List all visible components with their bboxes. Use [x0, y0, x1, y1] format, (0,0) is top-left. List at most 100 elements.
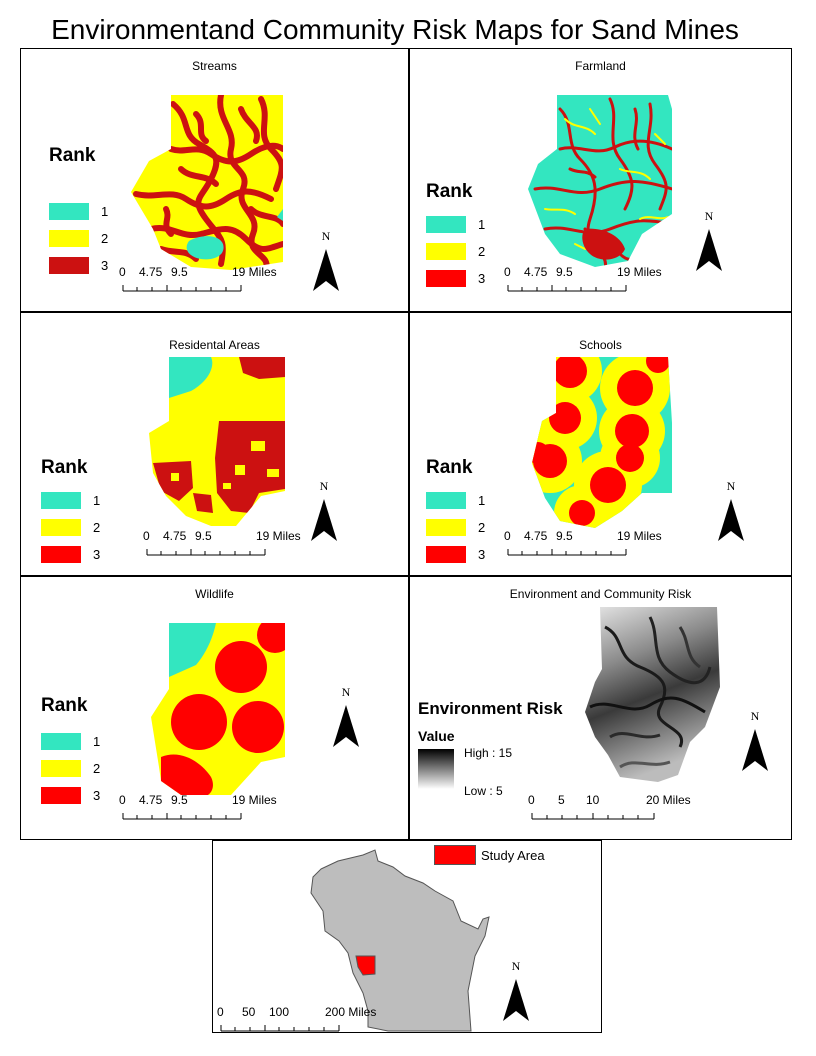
legend-label: 2 — [478, 244, 486, 259]
scale-bar: 0 5 10 20 Miles — [528, 793, 698, 823]
legend-heading: Rank — [426, 457, 473, 478]
value-label: Value — [418, 728, 455, 744]
legend-label: 1 — [478, 493, 486, 508]
scale-label: 50 — [242, 1005, 256, 1019]
legend-label: 3 — [101, 258, 109, 273]
legend-swatch-2 — [426, 243, 466, 260]
scale-ticks — [122, 285, 242, 292]
north-label: N — [511, 959, 521, 973]
scale-bar: 0 4.75 9.5 19 Miles — [119, 265, 289, 295]
residential-map — [149, 357, 285, 526]
schools-panel: Schools Rank 1 2 3 0 4.75 9. — [409, 312, 792, 576]
north-label: N — [341, 685, 351, 699]
risk-legend-title: Environment Risk — [418, 699, 563, 718]
scale-bar: 0 50 100 200 Miles — [217, 1005, 387, 1032]
scale-label: 4.75 — [139, 265, 163, 279]
scale-label: 9.5 — [195, 529, 212, 543]
study-area-swatch — [434, 845, 476, 865]
streams-panel: Streams Rank 1 2 3 0 4.75 9.5 — [20, 48, 409, 312]
legend-heading: Rank — [426, 181, 473, 202]
legend-swatch-2 — [426, 519, 466, 536]
scale-bar: 0 4.75 9.5 19 Miles — [504, 265, 674, 295]
legend-label: 3 — [93, 547, 101, 562]
scale-bar: 0 4.75 9.5 19 Miles — [119, 793, 289, 823]
scale-bar: 0 4.75 9.5 19 Miles — [504, 529, 674, 559]
wildlife-panel: Wildlife Rank 1 2 3 0 4.75 9.5 19 Miles … — [20, 576, 409, 840]
north-label: N — [726, 479, 736, 493]
schools-map — [532, 357, 672, 528]
legend-swatch-2 — [41, 519, 81, 536]
scale-label: 4.75 — [163, 529, 187, 543]
north-arrow: N — [331, 685, 361, 751]
legend-swatch-3 — [41, 546, 81, 563]
value-gradient — [418, 749, 454, 789]
panel-title: Schools — [579, 338, 622, 352]
farmland-panel: Farmland — [409, 48, 792, 312]
legend-label: 2 — [93, 761, 101, 776]
scale-label: 0 — [504, 529, 511, 543]
legend-label: 2 — [478, 520, 486, 535]
scale-label: 0 — [119, 793, 126, 807]
north-arrow: N — [311, 229, 341, 295]
north-label: N — [319, 479, 329, 493]
legend-swatch-3 — [49, 257, 89, 274]
scale-label: 9.5 — [556, 529, 573, 543]
north-arrow: N — [740, 709, 770, 775]
scale-label: 19 Miles — [232, 265, 277, 279]
scale-label: 9.5 — [171, 265, 188, 279]
study-area-label: Study Area — [481, 848, 545, 863]
legend-label: 1 — [93, 734, 101, 749]
legend-swatch-1 — [41, 492, 81, 509]
panel-title: Streams — [192, 59, 237, 73]
scale-label: 0 — [143, 529, 150, 543]
legend-swatch-2 — [41, 760, 81, 777]
scale-ticks — [220, 1025, 340, 1032]
scale-ticks — [531, 813, 655, 820]
legend-label: 2 — [101, 231, 109, 246]
farmland-map — [528, 95, 672, 267]
legend-label: 3 — [478, 271, 486, 286]
legend-swatch-2 — [49, 230, 89, 247]
legend-swatch-1 — [426, 216, 466, 233]
scale-ticks — [146, 549, 266, 556]
scale-label: 5 — [558, 793, 565, 807]
north-arrow: N — [716, 479, 746, 545]
north-label: N — [750, 709, 760, 723]
legend-heading: Rank — [41, 695, 88, 716]
residential-panel: Residental Areas Rank 1 2 3 0 4.75 9.5 1… — [20, 312, 409, 576]
wisconsin-map — [310, 849, 490, 1032]
legend-swatch-3 — [426, 270, 466, 287]
legend-swatch-1 — [49, 203, 89, 220]
legend-label: 1 — [101, 204, 109, 219]
north-arrow: N — [309, 479, 339, 545]
legend-swatch-3 — [426, 546, 466, 563]
scale-ticks — [507, 285, 627, 292]
legend-heading: Rank — [49, 145, 96, 166]
north-arrow: N — [694, 209, 724, 275]
legend-label: 1 — [93, 493, 101, 508]
scale-label: 100 — [269, 1005, 290, 1019]
scale-label: 0 — [217, 1005, 224, 1019]
streams-map — [131, 95, 283, 270]
scale-label: 20 Miles — [646, 793, 691, 807]
legend-swatch-1 — [41, 733, 81, 750]
scale-ticks — [122, 813, 242, 820]
legend-label: 3 — [478, 547, 486, 562]
north-label: N — [704, 209, 714, 223]
scale-label: 19 Miles — [232, 793, 277, 807]
high-label: High : 15 — [464, 746, 513, 760]
panel-title: Farmland — [575, 59, 626, 73]
panel-title: Wildlife — [195, 587, 234, 601]
legend-swatch-3 — [41, 787, 81, 804]
risk-map — [585, 607, 720, 782]
scale-label: 0 — [119, 265, 126, 279]
scale-ticks — [507, 549, 627, 556]
north-label: N — [321, 229, 331, 243]
scale-label: 200 Miles — [325, 1005, 377, 1019]
legend-label: 2 — [93, 520, 101, 535]
legend-label: 1 — [478, 217, 486, 232]
scale-label: 19 Miles — [256, 529, 301, 543]
scale-label: 10 — [586, 793, 600, 807]
legend-swatch-1 — [426, 492, 466, 509]
scale-label: 19 Miles — [617, 265, 662, 279]
